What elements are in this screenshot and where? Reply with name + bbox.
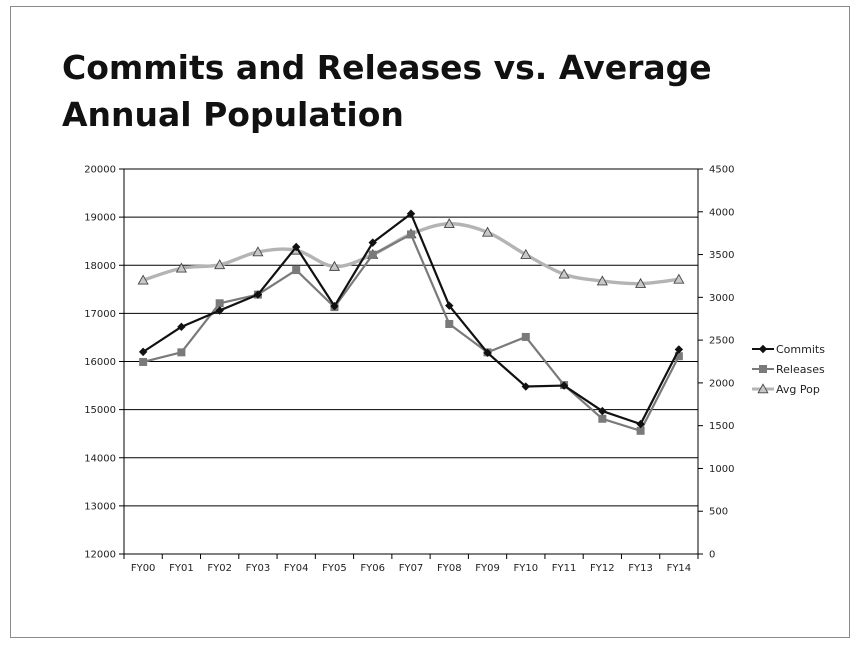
legend-item: Releases xyxy=(752,363,825,376)
x-tick-label: FY12 xyxy=(590,563,615,574)
right-tick-label: 2500 xyxy=(709,336,734,347)
data-point xyxy=(673,273,685,284)
x-tick-label: FY10 xyxy=(514,563,539,574)
x-tick-label: FY13 xyxy=(628,563,653,574)
gridlines xyxy=(124,168,698,555)
x-tick-label: FY03 xyxy=(246,563,271,574)
data-point xyxy=(483,348,492,358)
data-point xyxy=(139,357,148,366)
data-point xyxy=(292,242,301,252)
x-tick-label: FY07 xyxy=(399,563,424,574)
right-tick-label: 0 xyxy=(709,550,715,561)
legend-swatch-marker xyxy=(757,383,769,394)
right-axis-ticks: 0 500 1000 1500 2000 2500 3000 3500 4000 4500 xyxy=(709,165,734,561)
left-tick-label: 18000 xyxy=(84,261,116,272)
data-point xyxy=(137,274,149,285)
x-tick-label: FY01 xyxy=(169,563,194,574)
data-point xyxy=(443,218,455,229)
right-tick-label: 1000 xyxy=(709,464,734,475)
data-point xyxy=(481,226,494,237)
left-tick-label: 15000 xyxy=(84,405,116,416)
right-tick-label: 3000 xyxy=(709,293,734,304)
legend-swatch-marker xyxy=(759,365,767,373)
legend: Commits Releases Avg Pop xyxy=(752,343,825,396)
data-point xyxy=(368,250,377,259)
data-point xyxy=(406,209,416,218)
data-point xyxy=(445,301,454,310)
legend-item: Commits xyxy=(752,343,825,356)
data-point xyxy=(674,352,683,361)
x-tick-label: FY11 xyxy=(552,563,577,574)
data-point xyxy=(407,230,415,239)
left-axis-ticks: 12000 13000 14000 15000 16000 17000 18000 19000… xyxy=(84,165,116,561)
right-tick-label: 500 xyxy=(709,507,728,518)
x-tick-label: FY02 xyxy=(207,563,232,574)
data-point xyxy=(292,266,301,275)
left-tick-label: 12000 xyxy=(84,550,116,561)
data-point xyxy=(214,259,226,270)
data-point xyxy=(252,246,264,257)
legend-swatch-marker xyxy=(758,344,768,354)
left-tick-label: 13000 xyxy=(84,501,116,512)
series-line xyxy=(142,212,680,426)
left-tick-label: 16000 xyxy=(84,357,116,368)
data-point xyxy=(558,268,570,279)
x-tick-label: FY14 xyxy=(667,563,692,574)
x-tick-label: FY05 xyxy=(322,563,347,574)
series-commits xyxy=(138,209,684,429)
data-point xyxy=(598,414,607,423)
right-tick-label: 2000 xyxy=(709,378,734,389)
left-tick-label: 20000 xyxy=(84,165,116,176)
legend-label: Releases xyxy=(776,363,825,376)
right-tick-label: 1500 xyxy=(709,421,734,432)
data-point xyxy=(253,290,263,299)
data-point xyxy=(328,260,341,271)
x-tick-label: FY04 xyxy=(284,563,309,574)
data-point xyxy=(596,275,608,286)
series-layer xyxy=(137,209,685,435)
data-point xyxy=(177,348,186,357)
data-point xyxy=(559,381,569,390)
data-point xyxy=(598,406,607,416)
data-point xyxy=(175,262,187,273)
data-point xyxy=(138,347,148,357)
chart-title: Commits and Releases vs. Average Annual … xyxy=(62,48,712,134)
data-point xyxy=(521,332,530,341)
data-point xyxy=(177,322,186,332)
axes xyxy=(119,168,703,559)
data-point xyxy=(521,382,530,391)
legend-label: Avg Pop xyxy=(776,383,820,396)
x-tick-label: FY06 xyxy=(360,563,385,574)
left-tick-label: 17000 xyxy=(84,309,116,320)
right-tick-label: 4500 xyxy=(709,165,734,176)
right-tick-label: 4000 xyxy=(709,207,734,218)
x-tick-label: FY00 xyxy=(131,563,156,574)
left-tick-label: 14000 xyxy=(84,453,116,464)
left-tick-label: 19000 xyxy=(84,213,116,224)
data-point xyxy=(520,248,532,259)
data-point xyxy=(330,301,339,311)
data-point xyxy=(636,419,645,429)
x-tick-label: FY08 xyxy=(437,563,462,574)
series-avg-pop xyxy=(137,218,685,288)
x-axis-ticks: FY00 FY01 FY02 FY03 FY04 FY05 FY06 FY07 FY08 FY09… xyxy=(131,563,691,574)
data-point xyxy=(674,345,684,354)
legend-item: Avg Pop xyxy=(752,383,820,396)
right-tick-label: 3500 xyxy=(709,250,734,261)
data-point xyxy=(635,277,647,288)
data-point xyxy=(445,319,454,328)
legend-label: Commits xyxy=(776,343,825,356)
x-tick-label: FY09 xyxy=(475,563,500,574)
data-point xyxy=(215,299,224,308)
data-point xyxy=(368,238,377,247)
data-point xyxy=(215,306,224,315)
chart-frame xyxy=(10,6,850,638)
data-point xyxy=(636,426,645,435)
